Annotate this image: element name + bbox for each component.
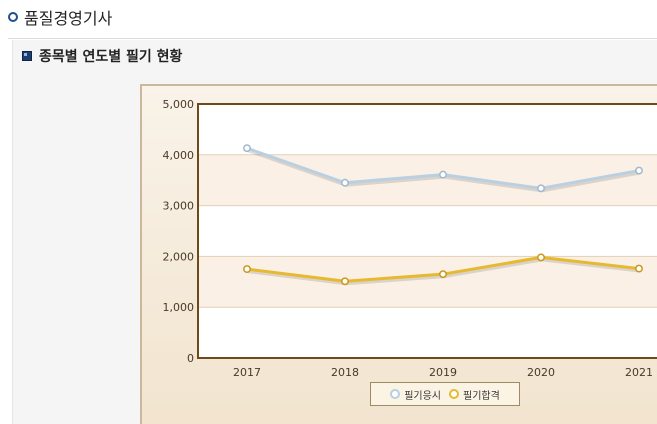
chart-container: 0 1,000 2,000 3,000 4,000 5,000 2017 2018 2019 20… [140,84,657,424]
data-point [635,166,643,175]
line-chart: 0 1,000 2,000 3,000 4,000 5,000 2017 2018 2019 20… [163,98,657,379]
legend-label-pass: 필기합격 [463,390,500,402]
legend-marker-apply-icon [390,389,401,399]
square-bullet-icon [22,51,32,61]
y-tick-label: 4,000 [163,149,195,162]
y-tick-label: 3,000 [163,200,195,213]
x-tick-label: 2018 [331,366,359,379]
section-title: 종목별 연도별 필기 현황 [22,45,182,67]
page-title: 품질경영기사 [8,4,112,30]
y-tick-label: 1,000 [163,301,195,314]
title-divider [8,38,657,39]
data-point [341,178,349,187]
x-tick-label: 2017 [233,366,261,379]
data-point [243,144,251,153]
data-point [439,170,447,179]
legend-label-apply: 필기응시 [404,390,441,402]
data-point [439,270,447,279]
y-tick-label: 2,000 [163,250,195,263]
y-tick-label: 0 [187,352,194,365]
plot-band [198,256,657,308]
x-tick-label: 2021 [625,366,653,379]
page-title-text: 품질경영기사 [24,9,113,28]
circle-bullet-icon [8,12,18,22]
section-title-text: 종목별 연도별 필기 현황 [39,49,183,65]
data-point [243,265,251,274]
plot-band [198,104,657,155]
x-tick-label: 2019 [429,366,457,379]
chart-legend: 필기응시 필기합격 [370,382,520,406]
x-tick-label: 2020 [527,366,555,379]
legend-item-apply: 필기응시 [390,387,441,402]
plot-band [198,205,657,257]
data-point [537,184,545,193]
data-point [635,264,643,273]
y-tick-label: 5,000 [163,98,195,111]
data-point [341,277,349,286]
legend-marker-pass-icon [449,389,459,399]
data-point [537,253,545,262]
plot-band [198,307,657,358]
legend-item-pass: 필기합격 [449,387,500,402]
